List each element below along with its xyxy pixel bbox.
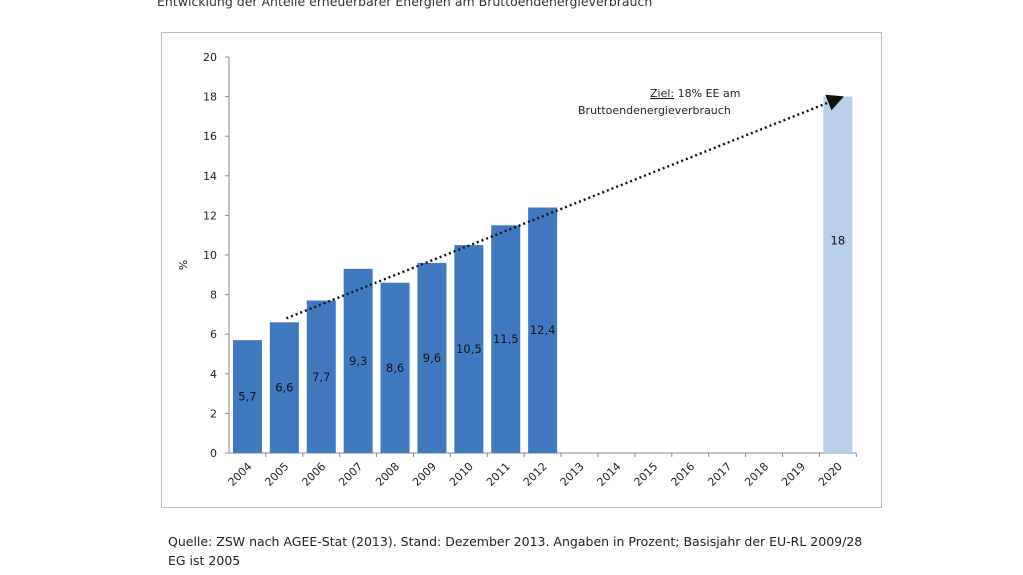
source-line-1: Quelle: ZSW nach AGEE-Stat (2013). Stand… bbox=[168, 534, 863, 549]
y-tick-label: 2 bbox=[210, 407, 217, 420]
bar-2011 bbox=[491, 225, 521, 453]
trend-arrow bbox=[285, 94, 844, 320]
bar-2007 bbox=[343, 268, 373, 453]
source-line-2: EG ist 2005 bbox=[168, 553, 241, 568]
source-note: Quelle: ZSW nach AGEE-Stat (2013). Stand… bbox=[168, 532, 908, 570]
y-tick-label: 6 bbox=[210, 328, 217, 341]
y-tick-label: 10 bbox=[203, 249, 217, 262]
x-tick-label: 2005 bbox=[262, 460, 291, 489]
bars bbox=[232, 96, 853, 453]
target-annotation-line1: 18% EE am bbox=[674, 87, 740, 100]
x-tick-label: 2020 bbox=[816, 460, 845, 489]
data-label-2005: 6,6 bbox=[275, 381, 293, 395]
bar-2004 bbox=[232, 340, 262, 453]
data-label-2011: 11,5 bbox=[493, 332, 519, 346]
data-label-2010: 10,5 bbox=[456, 342, 482, 356]
data-label-2006: 7,7 bbox=[312, 370, 330, 384]
bar-2009 bbox=[417, 262, 447, 453]
data-label-2020: 18 bbox=[831, 234, 846, 248]
y-tick-label: 0 bbox=[210, 447, 217, 460]
data-label-2009: 9,6 bbox=[423, 351, 441, 365]
x-tick-label: 2009 bbox=[410, 460, 439, 489]
y-tick-label: 16 bbox=[203, 130, 217, 143]
target-annotation-underlined: Ziel: bbox=[650, 87, 674, 100]
x-tick-label: 2019 bbox=[779, 460, 808, 489]
y-tick-label: 4 bbox=[210, 368, 217, 381]
x-tick-label: 2006 bbox=[299, 460, 328, 489]
trend-arrow-group bbox=[285, 94, 844, 320]
data-label-2004: 5,7 bbox=[238, 390, 256, 404]
y-tick-label: 14 bbox=[203, 170, 217, 183]
y-tick-label: 8 bbox=[210, 289, 217, 302]
y-tick-label: 12 bbox=[203, 209, 217, 222]
x-tick-label: 2013 bbox=[558, 460, 587, 489]
x-tick-label: 2010 bbox=[447, 460, 476, 489]
x-tick-label: 2018 bbox=[742, 460, 771, 489]
target-annotation: Ziel: 18% EE am Bruttoendenergieverbrauc… bbox=[578, 87, 744, 117]
x-tick-label: 2011 bbox=[484, 460, 513, 489]
x-tick-label: 2015 bbox=[631, 460, 660, 489]
x-tick-label: 2007 bbox=[336, 460, 365, 489]
y-tick-label: 18 bbox=[203, 91, 217, 104]
x-tick-label: 2012 bbox=[521, 460, 550, 489]
chart-heading: Entwicklung der Anteile erneuerbarer Ene… bbox=[157, 0, 653, 9]
bar-2005 bbox=[269, 322, 299, 453]
data-label-2008: 8,6 bbox=[386, 361, 404, 375]
data-label-2007: 9,3 bbox=[349, 354, 367, 368]
bar-2008 bbox=[380, 282, 410, 453]
x-tick-label: 2014 bbox=[595, 460, 624, 489]
bar-2006 bbox=[306, 300, 336, 453]
x-tick-label: 2008 bbox=[373, 460, 402, 489]
x-tick-label: 2017 bbox=[705, 460, 734, 489]
bar-labels: 5,7 6,6 7,7 9,3 8,6 9,6 10,5 11,5 12,4 18 bbox=[238, 234, 845, 404]
bar-2020 bbox=[823, 96, 853, 453]
y-tick-label: 20 bbox=[203, 51, 217, 64]
bar-2010 bbox=[454, 245, 484, 453]
target-annotation-line2: Bruttoendenergieverbrauch bbox=[578, 104, 731, 117]
x-tick-label: 2004 bbox=[226, 460, 255, 489]
y-axis-label: % bbox=[177, 260, 190, 270]
bar-2012 bbox=[528, 207, 558, 453]
x-tick-label: 2016 bbox=[668, 460, 697, 489]
data-label-2012: 12,4 bbox=[530, 323, 556, 337]
